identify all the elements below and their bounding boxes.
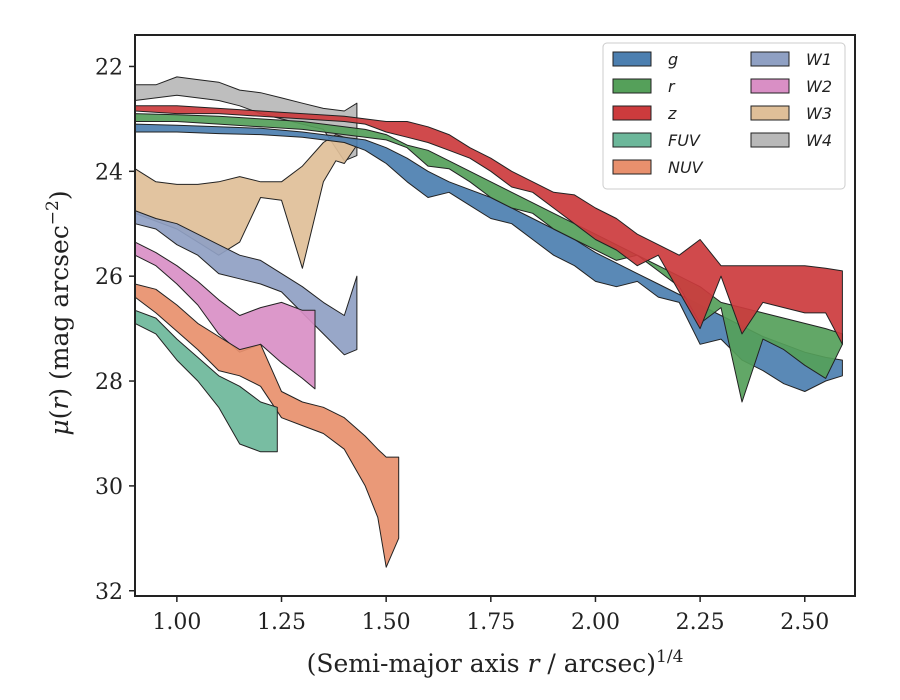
legend-label-z: z <box>667 104 677 123</box>
legend-label-g: g <box>668 50 678 69</box>
x-axis-label: (Semi-major axis r / arcsec)1/4 <box>307 647 684 678</box>
band-fuv <box>134 309 278 453</box>
legend-swatch-nuv <box>612 159 652 175</box>
legend-swatch-w2 <box>750 78 790 94</box>
legend-label-fuv: FUV <box>668 131 701 150</box>
bands-layer <box>134 76 843 568</box>
x-tick-label: 2.50 <box>780 610 829 635</box>
legend-swatch-z <box>612 105 652 121</box>
y-tick-label: 32 <box>95 580 123 605</box>
legend-swatch-w3 <box>750 105 790 121</box>
legend-label-w4: W4 <box>806 131 832 150</box>
y-axis: 22 24 26 28 30 32 <box>95 55 135 605</box>
legend-label-w3: W3 <box>806 104 832 123</box>
band-w2 <box>134 241 316 390</box>
y-tick-label: 22 <box>95 55 123 80</box>
legend-swatch-g <box>612 51 652 67</box>
y-tick-label: 26 <box>95 265 123 290</box>
band-g <box>134 123 843 392</box>
legend-label-w1: W1 <box>806 50 832 69</box>
legend-swatch-fuv <box>612 132 652 148</box>
x-tick-label: 1.75 <box>466 610 515 635</box>
plot-frame <box>134 34 856 597</box>
band-nuv <box>134 283 400 568</box>
legend-swatch-w4 <box>750 132 790 148</box>
x-tick-label: 1.50 <box>362 610 411 635</box>
x-tick-label: 2.00 <box>571 610 620 635</box>
y-tick-label: 28 <box>95 370 123 395</box>
band-w1 <box>134 210 358 356</box>
legend-swatch-r <box>612 78 652 94</box>
band-z <box>134 105 843 345</box>
y-tick-label: 24 <box>95 160 123 185</box>
band-w3 <box>134 134 358 269</box>
legend-label-w2: W2 <box>806 77 832 96</box>
y-tick-label: 30 <box>95 475 123 500</box>
legend: grz FUV NUV W1 W2 W3 W4 <box>602 42 846 190</box>
legend-label-nuv: NUV <box>668 158 704 177</box>
x-tick-label: 1.00 <box>152 610 201 635</box>
x-tick-label: 2.25 <box>676 610 725 635</box>
legend-swatch-w1 <box>750 51 790 67</box>
y-axis-label: μ(r) (mag arcsec−2) <box>43 190 74 435</box>
x-tick-label: 1.25 <box>257 610 306 635</box>
x-axis: 1.00 1.25 1.50 1.75 2.00 2.25 2.50 <box>152 596 829 635</box>
legend-label-r: r <box>668 77 676 96</box>
